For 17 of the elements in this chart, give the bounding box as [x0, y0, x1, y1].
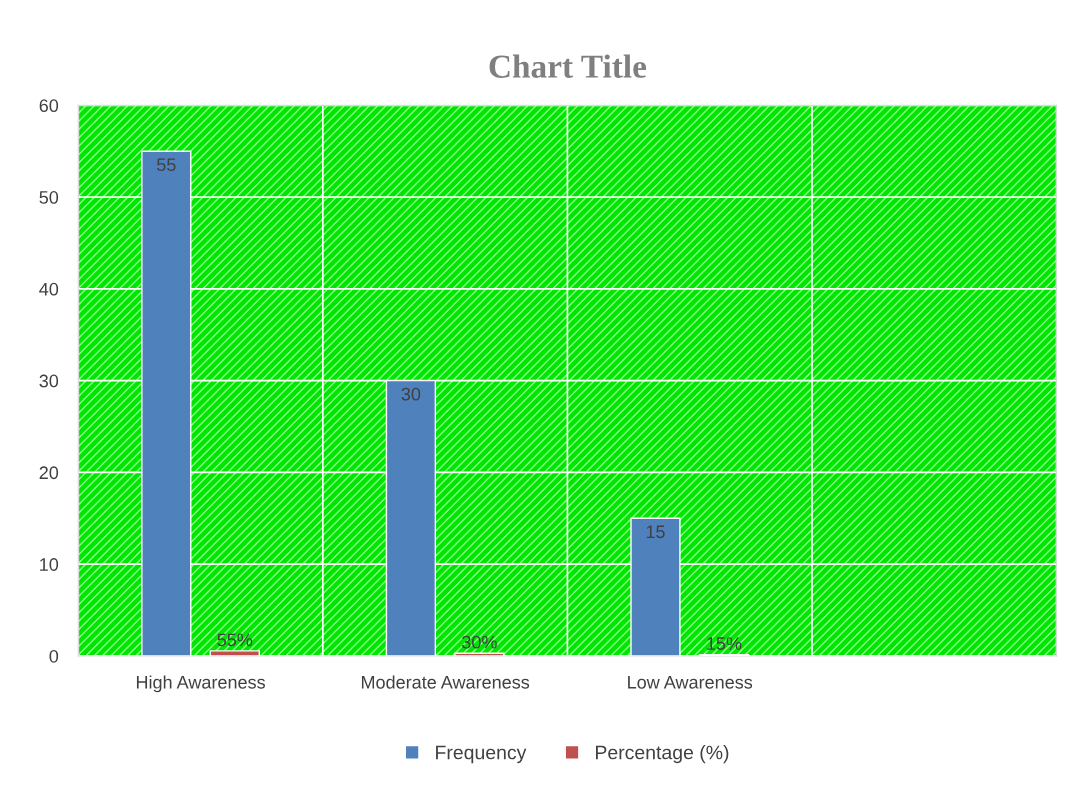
bar — [209, 650, 260, 656]
legend-label: Percentage (%) — [596, 745, 729, 764]
legend-label: Frequency — [436, 745, 527, 764]
y-tick-label: 20 — [39, 466, 59, 480]
data-label: 30 — [401, 387, 421, 401]
x-tick-label: High Awareness — [136, 675, 265, 693]
x-tick-label: Moderate Awareness — [361, 675, 530, 689]
data-label: 15 — [646, 525, 665, 539]
data-label: 55 — [156, 158, 176, 172]
y-tick-label: 0 — [49, 649, 59, 663]
y-tick-label: 30 — [39, 374, 59, 388]
y-tick-label: 50 — [39, 191, 59, 204]
x-tick-label: Low Awareness — [628, 676, 753, 689]
y-tick-label: 10 — [40, 558, 59, 571]
y-tick-label: 40 — [39, 282, 59, 296]
y-tick-label: 60 — [39, 99, 59, 113]
chart-title: Chart Title — [489, 54, 647, 78]
